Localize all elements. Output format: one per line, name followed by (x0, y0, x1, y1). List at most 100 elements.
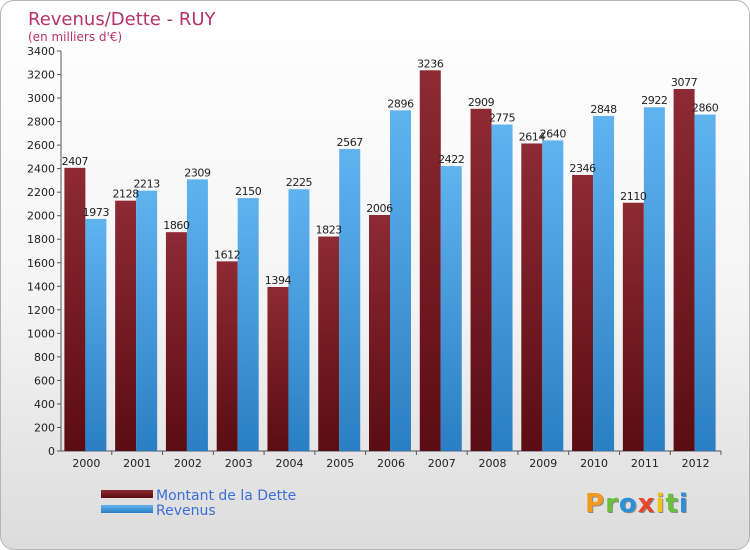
y-tick-label: 2000 (27, 210, 55, 223)
data-label-revenue: 2922 (641, 94, 667, 107)
chart-title: Revenus/Dette - RUY (28, 9, 217, 30)
logo-letter: P (585, 489, 606, 519)
y-tick-label: 1800 (27, 233, 55, 246)
data-label-debt: 1823 (316, 224, 343, 237)
bar-revenue (237, 198, 259, 451)
logo-letter: t (665, 489, 679, 519)
y-tick-label: 2600 (27, 139, 55, 152)
data-label-debt: 2909 (468, 96, 495, 109)
logo-letter: i (678, 489, 689, 519)
bar-debt (115, 200, 137, 451)
bar-revenue (186, 179, 208, 451)
bar-debt (521, 143, 543, 451)
data-label-revenue: 2213 (133, 178, 160, 191)
y-tick-label: 2800 (27, 116, 55, 129)
data-label-revenue: 1973 (83, 206, 110, 219)
data-label-revenue: 2150 (235, 185, 262, 198)
legend: Montant de la Dette Revenus (101, 488, 296, 519)
bar-revenue (85, 218, 107, 451)
bar-revenue (339, 149, 361, 451)
x-tick-label: 2004 (275, 457, 303, 470)
data-label-debt: 2110 (620, 190, 647, 203)
data-label-debt: 2407 (62, 155, 89, 168)
data-label-revenue: 2309 (184, 166, 211, 179)
bar-revenue (491, 124, 513, 451)
x-tick-label: 2005 (326, 457, 354, 470)
bar-debt (369, 215, 390, 451)
logo-letter: i (655, 489, 666, 519)
x-tick-label: 2001 (123, 457, 151, 470)
data-label-revenue: 2640 (540, 127, 567, 140)
y-tick-label: 800 (34, 351, 55, 364)
legend-label-revenue: Revenus (156, 503, 216, 519)
y-tick-label: 1200 (27, 304, 55, 317)
x-tick-label: 2009 (529, 457, 557, 470)
bar-revenue (694, 114, 716, 451)
y-tick-label: 1400 (27, 280, 55, 293)
y-tick-label: 3200 (27, 69, 55, 82)
y-tick-label: 2400 (27, 163, 55, 176)
y-tick-label: 1600 (27, 257, 55, 270)
bar-debt (622, 202, 644, 451)
data-label-debt: 1612 (214, 248, 240, 261)
bar-debt (64, 167, 86, 451)
data-label-debt: 3077 (671, 76, 698, 89)
data-label-debt: 2346 (569, 162, 596, 175)
legend-swatch-debt (101, 490, 153, 498)
y-tick-label: 3000 (27, 92, 55, 105)
chart-subtitle: (en milliers d'€) (28, 30, 122, 44)
y-tick-label: 0 (48, 445, 55, 458)
x-tick-label: 2012 (682, 457, 710, 470)
bar-revenue (288, 189, 310, 451)
x-tick-label: 2003 (225, 457, 253, 470)
y-tick-label: 2200 (27, 186, 55, 199)
bar-debt (572, 175, 594, 451)
data-label-revenue: 2567 (337, 136, 364, 149)
proxiti-logo: Proxiti (585, 489, 689, 519)
y-tick-label: 400 (34, 398, 55, 411)
data-label-debt: 1394 (265, 274, 292, 287)
logo-letter: x (637, 489, 656, 519)
x-tick-label: 2000 (72, 457, 100, 470)
data-label-debt: 3236 (417, 57, 444, 70)
bars (64, 70, 716, 452)
y-tick-label: 1000 (27, 327, 55, 340)
data-label-debt: 2614 (519, 130, 546, 143)
logo-letter: r (605, 489, 619, 519)
bar-revenue (643, 107, 665, 451)
bar-debt (673, 89, 695, 451)
x-tick-label: 2006 (377, 457, 405, 470)
y-tick-label: 600 (34, 374, 55, 387)
x-tick-label: 2002 (174, 457, 202, 470)
bar-debt (470, 108, 492, 451)
bar-debt (165, 232, 187, 451)
y-tick-label: 3400 (27, 45, 55, 58)
bar-revenue (390, 110, 411, 451)
data-label-revenue: 2775 (489, 112, 516, 125)
data-label-revenue: 2225 (286, 176, 313, 189)
data-label-revenue: 2422 (438, 153, 464, 166)
x-tick-label: 2008 (479, 457, 507, 470)
bar-revenue (136, 190, 158, 451)
data-label-revenue: 2860 (692, 102, 719, 115)
bar-revenue (440, 166, 462, 451)
bar-debt (318, 236, 340, 451)
bar-debt (216, 261, 238, 451)
legend-label-debt: Montant de la Dette (156, 488, 296, 504)
bar-debt (267, 287, 289, 451)
data-label-debt: 1860 (163, 219, 190, 232)
axes: 0 200 400 600 800 1000 1200 1400 1600 1800 2000 220… (27, 45, 722, 470)
x-tick-label: 2010 (580, 457, 608, 470)
data-label-revenue: 2896 (387, 97, 414, 110)
data-label-revenue: 2848 (590, 103, 617, 116)
bar-debt (419, 70, 441, 451)
bar-revenue (593, 115, 615, 452)
y-tick-label: 200 (34, 421, 55, 434)
data-label-debt: 2128 (112, 188, 139, 201)
logo-letter: o (618, 489, 638, 519)
data-label-debt: 2006 (366, 202, 393, 215)
legend-swatch-revenue (101, 505, 153, 513)
